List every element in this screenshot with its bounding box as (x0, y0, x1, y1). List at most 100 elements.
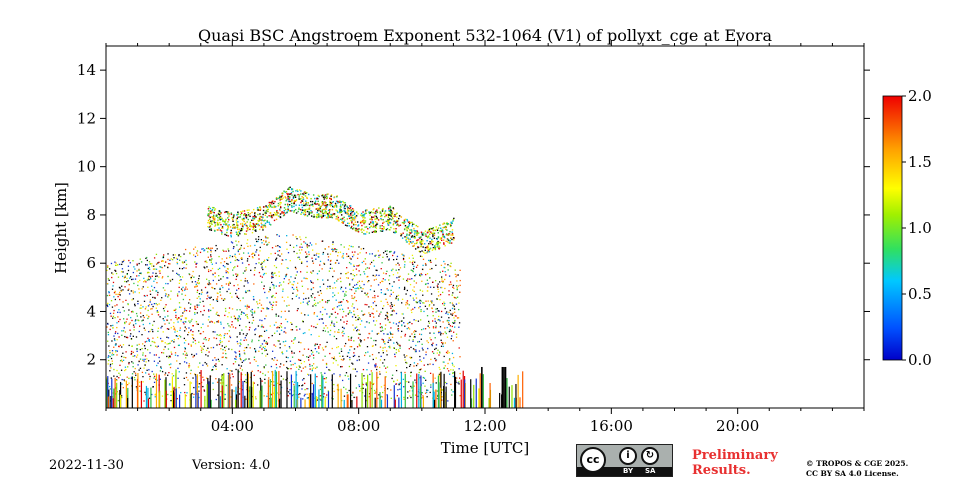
data-point (129, 262, 131, 264)
data-point (454, 326, 456, 328)
data-point (450, 265, 452, 268)
data-point (128, 361, 130, 364)
data-point (410, 357, 412, 359)
cirrus-point (283, 209, 285, 212)
cirrus-point (364, 221, 366, 224)
data-point (162, 260, 164, 262)
cirrus-point (259, 219, 261, 221)
data-point (205, 260, 207, 262)
data-point (384, 318, 387, 320)
preliminary-notice: Preliminary Results. (692, 448, 778, 478)
data-point (188, 273, 190, 275)
cirrus-point (287, 208, 289, 211)
cirrus-point (403, 220, 406, 223)
cirrus-point (425, 233, 427, 235)
data-point (277, 254, 279, 256)
data-point (215, 337, 218, 340)
data-point (255, 238, 257, 240)
cirrus-point (256, 207, 259, 209)
data-point (318, 347, 320, 349)
data-point (424, 385, 426, 387)
data-point (403, 317, 405, 319)
data-point (359, 333, 361, 336)
cirrus-point (373, 225, 375, 227)
data-point (134, 278, 137, 280)
data-point (127, 366, 129, 368)
cirrus-point (217, 224, 219, 226)
data-point (379, 373, 381, 375)
cirrus-point (451, 231, 453, 233)
data-point (254, 267, 256, 269)
data-point (192, 325, 194, 327)
data-point (382, 391, 384, 394)
cirrus-point (208, 222, 211, 225)
data-point (118, 293, 121, 296)
data-point (263, 261, 265, 263)
data-point (164, 316, 166, 318)
data-point (357, 337, 360, 339)
data-point (363, 377, 366, 380)
data-point (161, 351, 163, 354)
data-point (114, 261, 116, 263)
data-point (446, 320, 448, 322)
cirrus-point (284, 203, 286, 206)
data-point (305, 256, 308, 258)
data-point (431, 351, 434, 353)
cirrus-point (229, 226, 232, 228)
data-point (183, 323, 185, 325)
cirrus-point (412, 223, 414, 226)
data-point (337, 346, 340, 348)
data-point (317, 302, 319, 304)
data-point (252, 319, 255, 322)
data-point (351, 279, 354, 281)
data-point (388, 337, 391, 339)
data-point (391, 310, 393, 312)
data-point (308, 359, 310, 361)
cirrus-point (287, 206, 289, 208)
data-point (354, 316, 357, 319)
data-point (182, 321, 184, 323)
data-point (189, 307, 192, 309)
data-point (264, 349, 266, 352)
cirrus-point (293, 202, 295, 205)
data-point (455, 303, 458, 305)
cirrus-point (252, 219, 255, 221)
data-point (388, 345, 391, 348)
cirrus-point (253, 223, 255, 226)
data-point (194, 311, 196, 314)
data-point (340, 304, 342, 306)
data-point (271, 358, 273, 360)
data-point (388, 259, 390, 261)
cirrus-point (428, 235, 430, 237)
data-point (272, 301, 275, 303)
data-point (224, 314, 226, 317)
data-point (184, 309, 186, 311)
data-point (363, 260, 365, 263)
data-point (157, 314, 160, 316)
data-point (154, 297, 156, 299)
cirrus-point (389, 213, 391, 215)
data-point (347, 336, 350, 338)
cirrus-point (257, 213, 259, 216)
data-point (126, 336, 128, 339)
data-point (385, 376, 387, 378)
cirrus-point (353, 219, 356, 221)
data-point (273, 324, 276, 326)
cirrus-point (271, 200, 274, 203)
data-point (420, 310, 422, 313)
data-point (391, 314, 393, 316)
data-point (254, 254, 256, 256)
data-point (178, 344, 181, 346)
data-point (342, 359, 344, 361)
data-point (294, 338, 296, 340)
cirrus-point (241, 222, 244, 225)
cirrus-point (301, 196, 303, 198)
data-point (111, 350, 114, 352)
data-point (332, 247, 334, 250)
data-point (426, 279, 429, 281)
data-point (301, 384, 303, 387)
cirrus-point (407, 227, 409, 230)
data-point (354, 251, 356, 253)
data-point (304, 242, 307, 244)
data-point (434, 348, 436, 351)
